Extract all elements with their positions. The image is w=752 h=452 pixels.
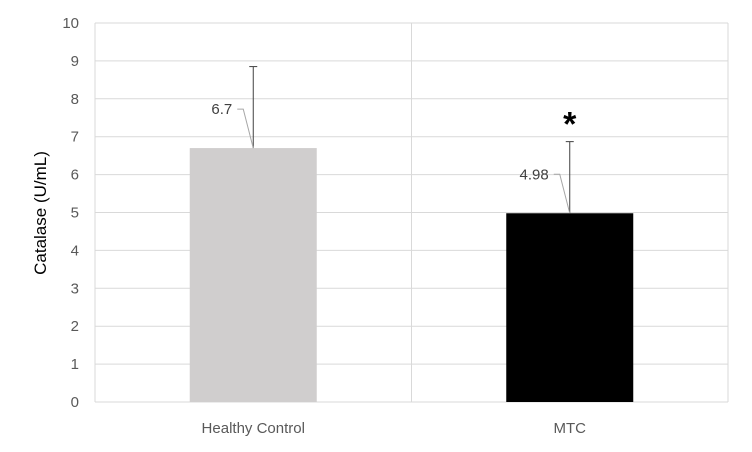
y-tick-label: 0 (71, 394, 79, 411)
bar-0 (189, 148, 317, 402)
y-tick-label: 3 (71, 280, 79, 297)
y-tick-label: 10 (62, 15, 79, 32)
labels: 0 1 2 3 4 5 6 7 8 9 10 Healthy Control 6.7 MTC 4.98 * (62, 15, 586, 437)
y-tick-label: 1 (71, 356, 79, 373)
x-tick-label: MTC (554, 420, 587, 437)
x-tick-label: Healthy Control (202, 420, 305, 437)
y-tick-label: 6 (71, 167, 79, 184)
significance-marker: * (563, 106, 577, 144)
data-label-leader (553, 173, 571, 214)
bar-1 (506, 213, 634, 402)
y-tick-label: 4 (71, 242, 79, 259)
bars (189, 66, 634, 402)
y-tick-label: 5 (71, 205, 79, 222)
data-label-leader (237, 108, 254, 149)
y-axis-label: Catalase (U/mL) (31, 151, 50, 275)
y-tick-label: 8 (71, 91, 79, 108)
y-tick-label: 2 (71, 318, 79, 335)
y-tick-label: 9 (71, 53, 79, 70)
data-label: 4.98 (520, 166, 549, 183)
y-tick-label: 7 (71, 129, 79, 146)
data-label: 6.7 (211, 101, 232, 118)
